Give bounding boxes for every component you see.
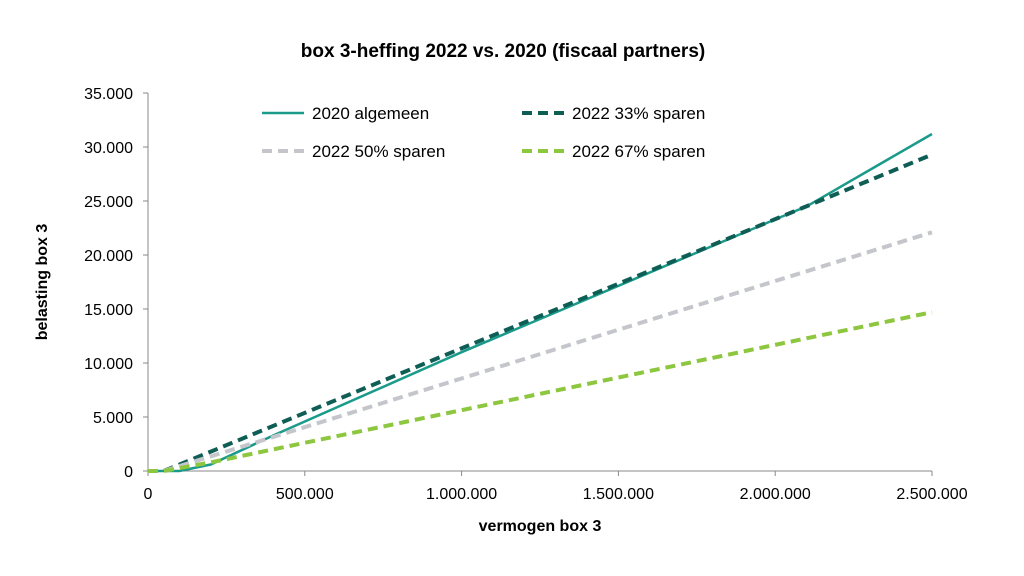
legend-label: 2020 algemeen	[312, 104, 429, 123]
x-tick-label: 2.000.000	[740, 486, 811, 503]
y-tick-label: 30.000	[84, 140, 133, 157]
x-tick-label: 2.500.000	[896, 486, 967, 503]
x-tick-label: 0	[144, 486, 153, 503]
chart-title: box 3-heffing 2022 vs. 2020 (fiscaal par…	[301, 41, 705, 62]
y-tick-label: 20.000	[84, 248, 133, 265]
series-line-3	[148, 230, 933, 473]
x-tick-label: 1.500.000	[583, 486, 654, 503]
x-axis-label: vermogen box 3	[479, 518, 602, 535]
y-axis-label: belasting box 3	[34, 224, 51, 341]
y-tick-label: 10.000	[84, 356, 133, 373]
y-tick-label: 5.000	[93, 410, 133, 427]
x-tick-label: 500.000	[276, 486, 334, 503]
y-tick-label: 15.000	[84, 302, 133, 319]
y-tick-label: 35.000	[84, 86, 133, 103]
x-tick-label: 1.000.000	[426, 486, 497, 503]
y-tick-label: 0	[124, 464, 133, 481]
y-tick-label: 25.000	[84, 194, 133, 211]
series-line-1	[148, 132, 933, 473]
legend-label: 2022 33% sparen	[572, 104, 705, 123]
legend-label: 2022 67% sparen	[572, 142, 705, 161]
series-line-4	[148, 310, 933, 473]
legend-label: 2022 50% sparen	[312, 142, 445, 161]
